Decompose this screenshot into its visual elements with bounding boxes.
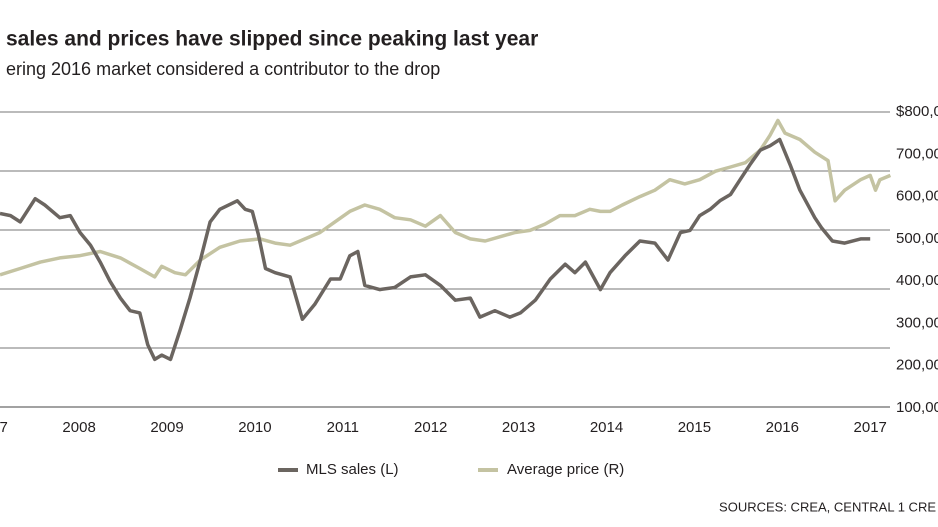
y-tick-label: 600,000 xyxy=(896,188,938,205)
chart-subtitle: ering 2016 market considered a contribut… xyxy=(6,59,440,79)
x-tick-label: 2010 xyxy=(238,419,271,436)
x-tick-label: 2008 xyxy=(62,419,95,436)
y-tick-label: 400,000 xyxy=(896,272,938,289)
y-tick-label: $800,000 xyxy=(896,103,938,120)
x-tick-label: 2009 xyxy=(150,419,183,436)
x-tick-label: 2012 xyxy=(414,419,447,436)
x-tick-label: 2011 xyxy=(327,419,359,436)
legend-label: Average price (R) xyxy=(507,461,624,478)
chart-title: sales and prices have slipped since peak… xyxy=(6,28,538,51)
y-tick-label: 700,000 xyxy=(896,145,938,162)
y-tick-label: 200,000 xyxy=(896,357,938,374)
series-line xyxy=(0,137,871,362)
source: SOURCES: CREA, CENTRAL 1 CRE xyxy=(719,499,936,514)
y-tick-label: 300,000 xyxy=(896,314,938,331)
x-tick-label: 2016 xyxy=(766,419,799,436)
x-tick-label: 2017 xyxy=(854,419,887,436)
x-tick-label: 2007 xyxy=(0,419,8,436)
x-tick-label: 2014 xyxy=(590,419,623,436)
series-line xyxy=(0,118,892,279)
x-tick-label: 2015 xyxy=(678,419,711,436)
y-tick-label: 500,000 xyxy=(896,230,938,247)
x-tick-label: 2013 xyxy=(502,419,535,436)
legend-label: MLS sales (L) xyxy=(306,461,399,478)
y-tick-label: 100,000 xyxy=(896,399,938,416)
